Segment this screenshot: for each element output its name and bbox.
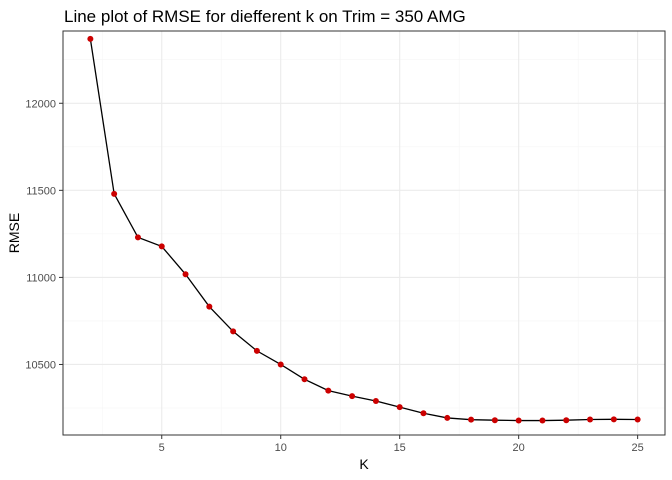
data-point-k-8 xyxy=(230,328,237,335)
axis-ticks: 5 10 15 20 25 10500 11000 11500 12000 xyxy=(25,98,643,454)
y-axis-title: RMSE xyxy=(6,213,22,253)
data-point-k-23 xyxy=(587,416,594,423)
x-tick-label: 10 xyxy=(275,442,287,454)
x-tick-label: 25 xyxy=(632,442,644,454)
grid xyxy=(63,31,665,435)
data-point-k-10 xyxy=(277,361,284,368)
rmse-series-line xyxy=(89,38,638,422)
series-layer xyxy=(87,35,641,424)
data-point-k-4 xyxy=(134,234,141,241)
x-tick-label: 20 xyxy=(513,442,525,454)
data-point-k-14 xyxy=(372,398,379,405)
data-point-k-13 xyxy=(349,393,356,400)
plot-panel-background xyxy=(63,31,665,435)
data-point-k-19 xyxy=(491,417,498,424)
x-axis-title: K xyxy=(359,456,369,472)
data-point-k-7 xyxy=(206,303,213,310)
data-point-k-22 xyxy=(563,417,570,424)
y-tick-label: 10500 xyxy=(25,359,56,371)
data-point-k-18 xyxy=(468,416,475,423)
plot-panel-border xyxy=(62,30,666,436)
data-point-k-16 xyxy=(420,410,427,417)
x-tick-label: 15 xyxy=(394,442,406,454)
data-point-k-20 xyxy=(515,417,522,424)
data-point-k-5 xyxy=(158,243,165,250)
data-point-k-3 xyxy=(111,190,118,197)
y-tick-label: 11000 xyxy=(26,272,56,284)
data-point-k-2 xyxy=(87,35,94,42)
data-point-k-21 xyxy=(539,417,546,424)
data-point-k-6 xyxy=(182,271,189,278)
data-point-k-15 xyxy=(396,404,403,411)
data-point-k-25 xyxy=(634,416,641,423)
data-point-k-9 xyxy=(253,347,260,354)
data-point-k-11 xyxy=(301,376,308,383)
chart-title: Line plot of RMSE for diefferent k on Tr… xyxy=(64,7,466,26)
data-point-k-12 xyxy=(325,387,332,394)
y-tick-label: 12000 xyxy=(25,98,56,110)
data-point-k-17 xyxy=(444,414,451,421)
x-tick-label: 5 xyxy=(159,442,165,454)
data-point-k-24 xyxy=(610,416,617,423)
y-tick-label: 11500 xyxy=(26,185,56,197)
